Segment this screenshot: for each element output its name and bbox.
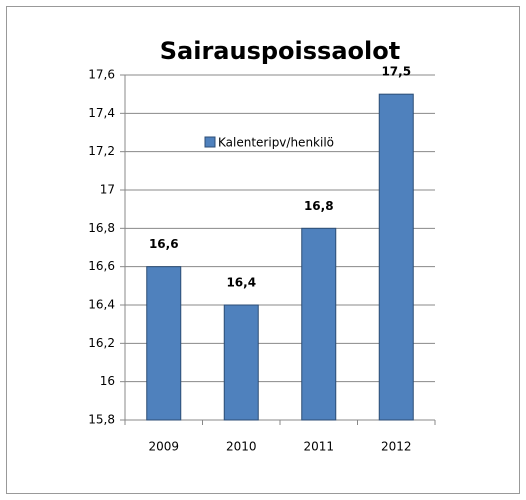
y-tick-label: 15,8 [88, 413, 115, 427]
data-label: 16,4 [226, 276, 256, 290]
y-tick-label: 17,6 [88, 68, 115, 82]
data-label: 16,6 [149, 237, 179, 251]
chart-border [6, 6, 520, 494]
y-tick-label: 17 [100, 183, 115, 197]
y-tick-label: 16 [100, 374, 115, 388]
x-tick-label: 2010 [226, 440, 257, 454]
x-tick-label: 2012 [381, 440, 412, 454]
bar [378, 93, 414, 421]
legend-swatch [204, 136, 216, 148]
chart-title: Sairauspoissaolot [160, 37, 400, 65]
legend-label: Kalenteripv/henkilö [218, 136, 334, 150]
y-tick-label: 17,4 [88, 106, 115, 120]
x-tick-label: 2009 [148, 440, 179, 454]
y-tick-label: 16,8 [88, 221, 115, 235]
y-tick-label: 16,6 [88, 259, 115, 273]
y-tick-label: 16,4 [88, 298, 115, 312]
bar [301, 227, 337, 421]
data-label: 16,8 [304, 199, 334, 213]
y-tick-label: 16,2 [88, 336, 115, 350]
x-tick-label: 2011 [303, 440, 334, 454]
bar [146, 266, 182, 421]
bar [223, 304, 259, 421]
y-tick-label: 17,2 [88, 144, 115, 158]
data-label: 17,5 [381, 65, 411, 79]
